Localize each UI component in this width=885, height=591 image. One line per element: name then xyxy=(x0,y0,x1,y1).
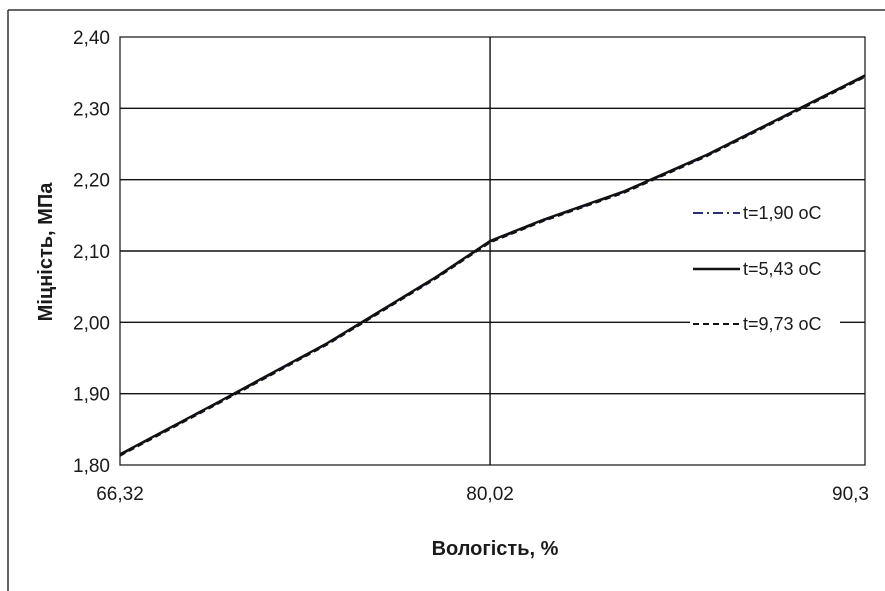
y-tick-label: 1,90 xyxy=(73,385,110,406)
series-line-2 xyxy=(119,74,866,456)
series-line-3 xyxy=(119,76,866,457)
x-tick-label: 80,02 xyxy=(466,484,514,505)
x-tick-label: 90,3 xyxy=(832,484,869,505)
legend-label-2: t=5,43 oC xyxy=(743,259,822,279)
y-tick-label: 2,30 xyxy=(73,99,110,120)
legend: t=1,90 oC t=5,43 oC t=9,73 oC xyxy=(690,199,840,338)
x-tick-label: 66,32 xyxy=(96,484,144,505)
legend-label-1: t=1,90 oC xyxy=(743,203,822,223)
y-tick-label: 2,20 xyxy=(73,171,110,192)
series-layer xyxy=(119,74,866,457)
x-axis-title: Вологість, % xyxy=(432,538,559,560)
y-tick-label: 2,10 xyxy=(73,242,110,263)
y-tick-label: 2,00 xyxy=(73,313,110,334)
grid-layer xyxy=(119,36,866,466)
y-tick-label: 1,80 xyxy=(73,456,110,477)
legend-label-3: t=9,73 oC xyxy=(743,314,822,334)
y-tick-label: 2,40 xyxy=(73,28,110,49)
tick-label-layer: 1,80 1,90 2,00 2,10 2,20 2,30 2,40 66,32 80,02 90… xyxy=(73,28,869,505)
y-axis-title: Міцність, МПа xyxy=(35,182,57,322)
